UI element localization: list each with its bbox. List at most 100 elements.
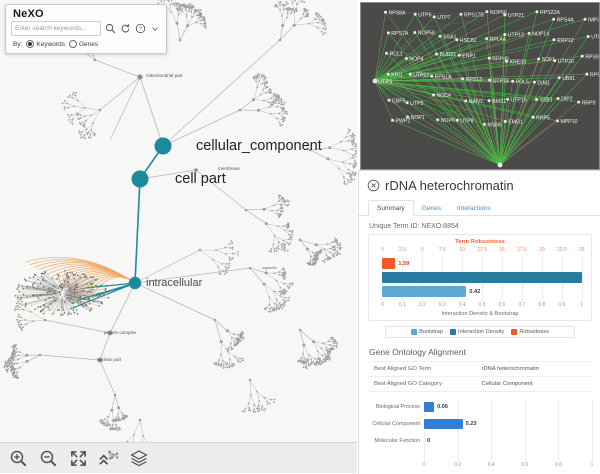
info-panel-header: rDNA heterochromatin (359, 171, 600, 197)
radio-keywords[interactable]: Keywords (26, 40, 65, 48)
zoom-in-icon[interactable] (8, 448, 29, 469)
legend-swatch-robustness (511, 329, 517, 335)
svg-text:BUD21: BUD21 (440, 52, 457, 58)
node-label-nuclear-part[interactable]: nuclear part (97, 357, 121, 362)
node-label-protein-complex[interactable]: protein complex (104, 330, 136, 335)
svg-text:RPS22A: RPS22A (540, 10, 560, 16)
svg-text:RPS9B: RPS9B (585, 54, 599, 60)
svg-text:RRP12: RRP12 (557, 38, 574, 44)
ontology-tree-graph[interactable] (0, 0, 357, 473)
info-tabs[interactable]: Summary Genes Interactions (359, 200, 600, 216)
svg-text:NOC4: NOC4 (437, 93, 452, 99)
svg-text:DIM1: DIM1 (537, 80, 550, 86)
node-label-mitochondrial-part[interactable]: mitochondrial part (146, 73, 183, 78)
go-chart-category-label: Cellular Component (368, 421, 424, 427)
svg-text:UTP20: UTP20 (558, 59, 574, 65)
search-input[interactable]: Enter search keywords... (11, 21, 101, 36)
ontology-tree-view[interactable]: NeXO Enter search keywords... ? By: (0, 0, 357, 473)
term-info-panel[interactable]: rDNA heterochromatin Summary Genes Inter… (358, 170, 600, 474)
fit-screen-icon[interactable] (68, 448, 89, 469)
axis-top-tick: 25 (579, 247, 585, 253)
bar-bootstrap-value: 0.42 (469, 289, 480, 295)
graph-toolbar[interactable] (0, 442, 357, 473)
axis-bottom-tick: 0.8 (538, 302, 545, 308)
node-label-organelle[interactable]: organelle (262, 266, 277, 270)
axis-bottom-tick: 1 (580, 302, 583, 308)
svg-text:SOF1: SOF1 (542, 57, 556, 63)
axis-top-tick: 10 (459, 247, 465, 253)
svg-text:UTP5: UTP5 (410, 101, 423, 107)
svg-text:RPL4A: RPL4A (490, 37, 507, 43)
svg-text:NOP4: NOP4 (409, 57, 423, 63)
svg-text:UTP15: UTP15 (511, 97, 527, 103)
axis-top-tick: 0 (381, 247, 384, 253)
go-chart-value: 0.06 (437, 404, 448, 410)
legend-label-bootstrap: Bootstrap (419, 329, 443, 335)
svg-text:SSB1: SSB1 (540, 98, 553, 104)
search-panel[interactable]: NeXO Enter search keywords... ? By: (5, 4, 167, 54)
go-category-key: Best Aligned GO Category (368, 381, 482, 387)
tab-genes[interactable]: Genes (414, 201, 449, 215)
layers-icon[interactable] (128, 448, 149, 469)
collapse-icon[interactable] (98, 448, 119, 469)
svg-text:RRP5: RRP5 (536, 115, 550, 121)
node-label-intracellular[interactable]: intracellular (146, 277, 202, 289)
app-title: NeXO (6, 5, 166, 21)
go-chart-tick: 1 (591, 462, 594, 468)
svg-text:NOP1: NOP1 (411, 115, 425, 121)
svg-text:RPS17B: RPS17B (464, 12, 484, 18)
node-label-cell-part[interactable]: cell part (175, 171, 226, 187)
go-chart-row: Biological Process 0.06 (368, 399, 592, 415)
svg-text:NOP58: NOP58 (418, 31, 435, 37)
legend-robustness[interactable]: Robustness (511, 329, 549, 335)
svg-text:RPS1A: RPS1A (435, 75, 453, 81)
tab-interactions[interactable]: Interactions (449, 201, 499, 215)
node-label-membrane[interactable]: membrane (218, 166, 240, 171)
radio-keywords-label: Keywords (36, 41, 65, 48)
help-icon[interactable]: ? (134, 23, 146, 35)
go-chart-bar (424, 419, 463, 429)
legend-interaction-density[interactable]: Interaction Density (450, 329, 504, 335)
node-label-cellular-component[interactable]: cellular_component (196, 138, 322, 154)
go-alignment-table: Best Aligned GO Term rDNA heterochromati… (368, 361, 592, 392)
refresh-icon[interactable] (119, 23, 131, 35)
search-icon[interactable] (104, 23, 116, 35)
axis-bottom-tick: 0.6 (499, 302, 506, 308)
chart-title-term-robustness: Term Robustness (374, 239, 586, 245)
radio-keywords-dot (26, 40, 34, 48)
legend-swatch-interaction-density (450, 329, 456, 335)
legend-bootstrap[interactable]: Bootstrap (411, 329, 443, 335)
legend-label-interaction-density: Interaction Density (458, 329, 504, 335)
go-chart-tick: 0.4 (488, 462, 495, 468)
bar-bootstrap (382, 286, 466, 297)
close-circle-icon[interactable] (367, 179, 380, 192)
svg-text:RRP45: RRP45 (492, 56, 509, 62)
svg-text:RPS6: RPS6 (590, 72, 599, 78)
chevron-down-icon[interactable] (149, 23, 161, 35)
svg-text:NOP56: NOP56 (490, 10, 507, 16)
svg-text:PWP2: PWP2 (396, 119, 411, 125)
svg-text:MPP10: MPP10 (561, 119, 578, 125)
legend-label-robustness: Robustness (519, 329, 549, 335)
axis-top-tick: 5 (421, 247, 424, 253)
go-chart-tick: 0 (423, 462, 426, 468)
svg-text:UB81: UB81 (562, 76, 575, 82)
axis-bottom-tick: 0.3 (439, 302, 446, 308)
tab-summary[interactable]: Summary (368, 200, 414, 216)
svg-text:BMS1: BMS1 (492, 99, 506, 105)
svg-text:UTP7: UTP7 (437, 15, 450, 21)
radio-genes[interactable]: Genes (69, 40, 98, 48)
axis-bottom-tick: 0.9 (558, 302, 565, 308)
zoom-out-icon[interactable] (38, 448, 59, 469)
go-chart-category-label: Biological Process (368, 404, 424, 410)
axis-top-tick: 17.5 (517, 247, 527, 253)
bar-robustness-value: 1.59 (398, 261, 409, 267)
chart-plot-area: 1.59 0.42 (374, 256, 586, 302)
svg-text:UTP22: UTP22 (413, 72, 429, 78)
